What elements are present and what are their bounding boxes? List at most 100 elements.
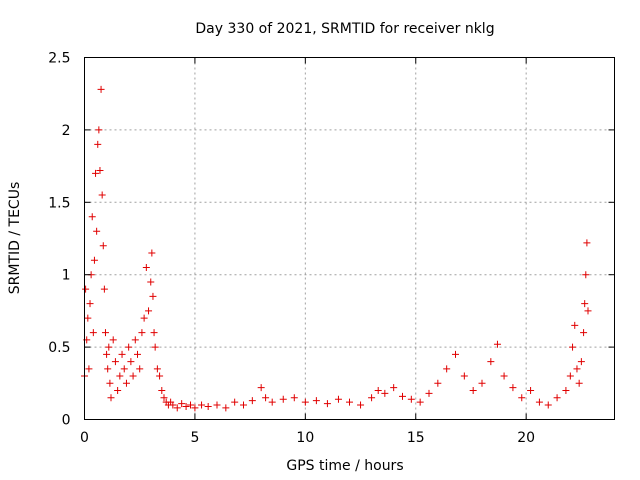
data-point [138,329,146,337]
data-point [114,387,122,395]
data-point [357,401,365,409]
data-point [381,389,389,397]
data-point [158,387,166,395]
y-tick-label: 2 [62,123,71,139]
data-point [107,394,115,402]
data-point [535,398,543,406]
data-point [88,213,96,221]
data-point [399,392,406,400]
data-point [182,402,190,410]
data-point [452,350,459,358]
data-point [96,166,104,174]
data-point [544,401,552,409]
x-axis-label: GPS time / hours [286,458,403,474]
data-point [95,126,103,134]
data-point [99,242,107,250]
data-point [248,397,256,405]
data-point [469,387,477,395]
data-point [460,372,468,380]
data-point [443,365,451,373]
data-point [374,387,382,395]
y-tick-label: 0 [62,413,71,429]
data-point [518,394,526,402]
chart-title: Day 330 of 2021, SRMTID for receiver nkl… [195,21,494,37]
data-point [527,387,535,395]
data-point [231,398,239,406]
data-point [105,343,113,351]
data-point [151,343,159,351]
data-point [583,239,591,247]
data-point [478,379,486,387]
data-point [562,387,570,395]
y-tick-label: 1.5 [48,195,70,211]
data-point [98,191,106,199]
data-point [100,285,108,293]
data-point [416,398,424,406]
data-point [346,398,353,406]
data-point [136,365,144,373]
data-point [577,358,585,366]
data-point [122,379,130,387]
data-point [553,394,561,402]
data-point [573,365,581,373]
data-point [131,336,139,344]
data-point [153,365,161,373]
data-point [109,336,117,344]
data-point [142,263,150,271]
x-tick-label: 15 [407,430,425,446]
data-point [92,169,100,177]
data-point [85,365,93,373]
data-points [81,85,592,412]
data-point [582,271,590,279]
data-point [120,365,128,373]
data-point [434,379,442,387]
data-point [368,394,376,402]
data-point [204,402,212,410]
data-point [268,398,276,406]
y-tick-labels: 0 0.5 1 1.5 2 2.5 [48,51,70,429]
data-point [581,300,589,308]
data-point [127,358,135,366]
data-point [240,401,247,409]
data-point [493,340,501,348]
data-point [279,395,287,403]
data-point [425,389,433,397]
data-point [160,394,168,402]
data-point [86,300,94,308]
x-tick-labels: 0 5 10 15 20 [80,430,535,446]
data-point [148,249,156,257]
data-point [178,400,186,408]
y-tick-label: 0.5 [48,340,70,356]
data-point [169,401,177,409]
data-point [156,372,164,380]
data-point [84,314,92,322]
data-point [312,397,320,405]
data-point [134,350,141,358]
data-point [584,307,592,315]
data-point [509,384,517,392]
data-point [97,85,105,93]
x-tick-label: 0 [80,430,89,446]
data-point [323,400,331,408]
data-point [89,329,97,337]
data-point [222,404,230,412]
data-point [147,278,155,286]
data-point [129,372,137,380]
axis-ticks [84,57,615,420]
data-point [90,256,98,264]
data-point [566,372,574,380]
data-point [262,394,270,402]
data-point [125,343,133,351]
data-point [257,384,265,392]
data-point [569,343,577,351]
x-tick-label: 20 [517,430,535,446]
data-point [140,314,148,322]
x-tick-label: 10 [296,430,314,446]
data-point [187,401,194,409]
data-point [407,395,415,403]
y-tick-label: 1 [62,268,71,284]
data-point [487,358,495,366]
data-point [334,395,342,403]
data-point [145,307,153,315]
